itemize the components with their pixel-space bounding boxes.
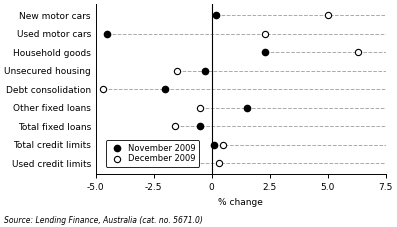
Text: Source: Lending Finance, Australia (cat. no. 5671.0): Source: Lending Finance, Australia (cat.… <box>4 216 203 225</box>
Legend: November 2009, December 2009: November 2009, December 2009 <box>106 141 199 167</box>
X-axis label: % change: % change <box>218 198 263 207</box>
